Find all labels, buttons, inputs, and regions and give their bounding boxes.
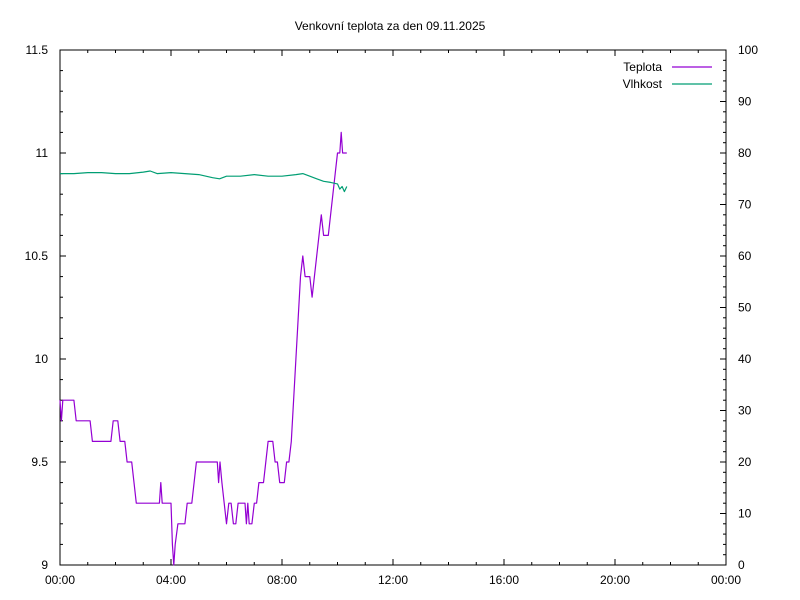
y2-tick-label: 80 bbox=[738, 146, 752, 160]
y2-tick-label: 60 bbox=[738, 249, 752, 263]
x-tick-label: 08:00 bbox=[267, 573, 297, 587]
y2-tick-label: 70 bbox=[738, 198, 752, 212]
y-tick-label: 9.5 bbox=[31, 455, 48, 469]
right-y-axis: 0 10 20 30 40 50 60 70 80 90 100 bbox=[720, 43, 758, 572]
y-tick-label: 9 bbox=[41, 558, 48, 572]
x-tick-label: 16:00 bbox=[489, 573, 519, 587]
y-tick-label: 11 bbox=[36, 146, 49, 160]
legend: Teplota Vlhkost bbox=[623, 60, 712, 91]
x-tick-label: 20:00 bbox=[600, 573, 630, 587]
y2-tick-label: 0 bbox=[738, 558, 745, 572]
y2-tick-label: 90 bbox=[738, 95, 752, 109]
y-tick-label: 10 bbox=[35, 352, 49, 366]
legend-label: Vlhkost bbox=[623, 77, 663, 91]
left-y-axis: 9 9.5 10 10.5 11 11.5 bbox=[25, 43, 726, 572]
series-line-vlhkost bbox=[60, 170, 348, 193]
x-tick-label: 00:00 bbox=[711, 573, 741, 587]
x-tick-label: 12:00 bbox=[378, 573, 408, 587]
x-tick-label: 00:00 bbox=[45, 573, 75, 587]
series-layer bbox=[59, 131, 348, 566]
legend-label: Teplota bbox=[623, 60, 662, 74]
y-tick-label: 11.5 bbox=[26, 43, 49, 57]
x-axis: 00:00 04:00 08:00 12:00 16:00 20:00 00:00 bbox=[45, 50, 741, 587]
y2-tick-label: 20 bbox=[738, 455, 752, 469]
y2-tick-label: 40 bbox=[738, 352, 752, 366]
x-tick-label: 04:00 bbox=[156, 573, 186, 587]
series-line-teplota bbox=[59, 131, 347, 566]
y-tick-label: 10.5 bbox=[25, 249, 49, 263]
y2-tick-label: 10 bbox=[738, 507, 752, 521]
y2-tick-label: 50 bbox=[738, 301, 752, 315]
chart-title: Venkovní teplota za den 09.11.2025 bbox=[295, 19, 486, 33]
y2-tick-label: 30 bbox=[738, 404, 752, 418]
y2-tick-label: 100 bbox=[738, 43, 758, 57]
